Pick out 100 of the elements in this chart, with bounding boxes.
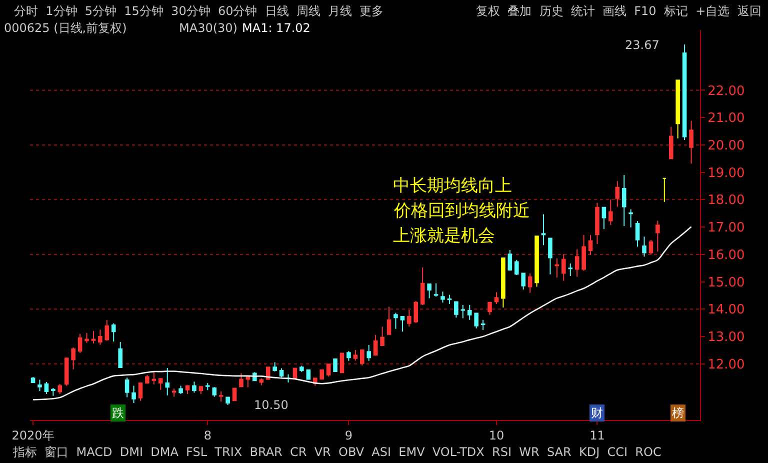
x-tick-label: 9: [344, 428, 353, 442]
candlestick: [480, 319, 486, 330]
candlestick: [568, 262, 573, 277]
y-tick-label: 13.00: [708, 330, 745, 346]
candlestick: [562, 254, 566, 282]
candlestick: [394, 312, 398, 330]
candlestick: [333, 358, 338, 372]
candlestick: [360, 349, 364, 366]
candlestick: [541, 214, 546, 246]
candlestick: [78, 333, 82, 354]
y-tick-label: 15.00: [708, 275, 745, 290]
candlestick: [320, 369, 324, 380]
x-tick-label: 8: [204, 428, 212, 442]
candlestick: [460, 304, 466, 319]
x-tick-label: 11: [590, 428, 605, 442]
y-tick-label: 19.00: [708, 166, 745, 181]
candlestick: [232, 387, 237, 402]
chart-title: 000625 (日线,前复权): [4, 21, 127, 36]
candlestick: [528, 272, 532, 294]
candlestick: [326, 364, 331, 377]
candlestick: [346, 350, 351, 362]
candlestick: [300, 365, 304, 373]
candlestick: [420, 267, 425, 306]
candlestick: [111, 322, 116, 342]
candlestick: [373, 334, 378, 356]
candlestick: [635, 220, 640, 248]
candlestick: [38, 379, 42, 392]
candlestick: [488, 302, 492, 316]
annotation: 10.50: [254, 398, 288, 412]
candlestick: [124, 377, 130, 398]
text: 复权 叠加 历史 统计 画线 F10 标记 +自选 返回: [476, 4, 762, 18]
candlestick: [501, 257, 506, 308]
candlestick: [588, 234, 593, 256]
annotation: 价格回到均线附近: [393, 201, 530, 221]
candlestick: [239, 372, 244, 388]
candlestick: [192, 381, 196, 394]
candlestick: [514, 259, 519, 276]
x-tick-label: 2020年: [12, 428, 54, 442]
candlestick: [91, 330, 96, 344]
candlestick: [582, 234, 586, 272]
candlestick: [44, 381, 49, 394]
annotation: 跌: [112, 406, 124, 420]
candlestick: [64, 356, 69, 386]
line-series: [32, 226, 692, 400]
candlestick: [98, 329, 102, 346]
annotation: 财: [591, 406, 603, 420]
candlestick: [266, 366, 270, 380]
candlestick: [366, 344, 372, 362]
candlestick: [628, 208, 633, 228]
candlestick: [165, 368, 170, 396]
candlestick: [662, 178, 667, 202]
candlestick: [178, 385, 183, 394]
candlestick: [508, 250, 512, 272]
annotation: MA30(30): [179, 21, 238, 35]
candlestick: [118, 342, 122, 368]
candlestick: [353, 349, 358, 362]
y-tick-label: 17.00: [708, 220, 745, 236]
candlestick: [152, 372, 156, 385]
candlestick: [145, 374, 150, 384]
candlestick: [467, 304, 472, 320]
y-tick-label: 20.00: [708, 138, 745, 154]
annotation: 上涨就是机会: [393, 226, 495, 246]
candlestick: [427, 283, 432, 299]
candlestick: [71, 346, 76, 370]
candlestick: [474, 312, 478, 329]
y-tick-label: 16.00: [708, 248, 745, 263]
candlestick: [414, 300, 418, 324]
candlestick: [84, 332, 89, 344]
candlestick: [51, 387, 56, 396]
candlestick: [386, 306, 392, 336]
annotation: MA1: 17.02: [242, 21, 310, 35]
y-tick-label: 22.00: [708, 84, 745, 99]
candlestick: [172, 388, 176, 398]
candlestick: [30, 376, 36, 384]
candlestick: [648, 239, 654, 255]
candlestick: [272, 362, 277, 372]
candlestick: [595, 202, 600, 245]
candlestick: [158, 378, 163, 390]
candlestick: [206, 382, 210, 391]
candlestick: [554, 258, 560, 278]
candlestick: [668, 126, 674, 160]
text: 分时 1分钟 5分钟 15分钟 30分钟 60分钟 日线 周线 月线 更多: [14, 4, 384, 18]
candlestick: [642, 236, 646, 258]
y-tick-label: 14.00: [708, 302, 745, 318]
candlestick: [407, 309, 412, 328]
candlestick: [656, 220, 660, 252]
candlestick: [608, 198, 613, 226]
text: 指标 窗口 MACD DMI DMA FSL TRIX BRAR CR VR OBV ASI EMV VOL-TDX RSI WR SAR KDJ CCI ROC: [12, 445, 662, 459]
candlestick: [689, 120, 694, 164]
candlestick: [534, 236, 539, 288]
candlestick: [682, 44, 687, 141]
candlestick: [212, 386, 217, 398]
candlestick: [494, 292, 499, 304]
y-tick-label: 21.00: [708, 111, 745, 126]
candlestick: [622, 174, 626, 226]
annotation: 榜: [672, 406, 684, 420]
y-tick-label: 12.00: [708, 357, 745, 372]
candlestick: [104, 320, 110, 342]
candlestick: [521, 272, 526, 290]
candlestick: [447, 294, 452, 304]
